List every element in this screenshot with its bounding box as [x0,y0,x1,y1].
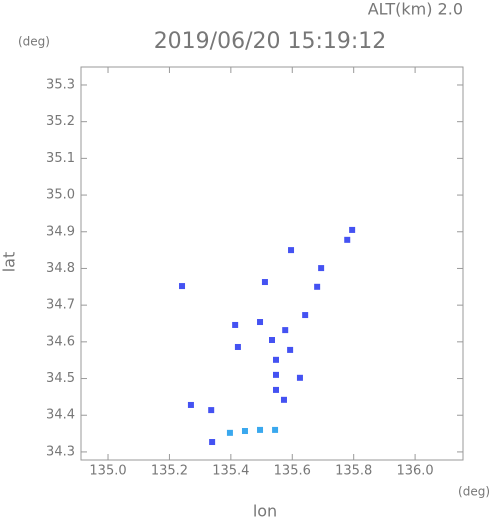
y-tick-label: 34.8 [46,261,75,276]
echo-point [272,356,279,363]
y-tick-label: 34.5 [46,371,75,386]
x-unit: (deg) [458,485,490,499]
echo-point [261,279,268,286]
echo-point [287,346,294,353]
echo-point [234,343,241,350]
y-tick-label: 35.3 [46,77,75,92]
echo-point [272,426,279,433]
echo-point [280,396,287,403]
echo-point [272,386,279,393]
y-unit: (deg) [18,35,50,49]
echo-point [288,247,295,254]
chart-title: 2019/06/20 15:19:12 [154,29,387,54]
echo-point [269,337,275,344]
y-tick-label: 34.7 [46,298,75,313]
echo-point [209,439,216,446]
y-tick-label: 35.1 [46,151,75,166]
echo-point [314,283,321,290]
plot-frame [80,66,464,461]
echo-point [232,321,239,328]
echo-point [257,426,264,433]
echo-point [241,428,248,435]
x-tick-label: 136.0 [396,464,433,479]
echo-point [226,429,233,436]
echo-point [187,401,194,408]
y-tick-label: 35.0 [46,188,75,203]
x-tick-label: 135.0 [89,464,126,479]
echo-point [282,327,289,334]
echo-point [179,283,186,290]
y-axis-label: lat [0,252,19,273]
echo-point [296,374,303,381]
echo-point [344,236,351,243]
y-tick-label: 34.9 [46,224,75,239]
echo-point [272,371,279,378]
y-tick-label: 34.4 [46,408,75,423]
altitude-label: ALT(km) 2.0 [368,0,463,19]
echo-point [318,265,325,272]
y-tick-label: 35.2 [46,114,75,129]
x-tick-label: 135.4 [212,464,249,479]
echo-point [257,319,264,326]
x-tick-label: 135.6 [274,464,311,479]
y-tick-label: 34.6 [46,334,75,349]
echo-point [208,407,215,414]
echo-point [302,312,309,319]
x-tick-label: 135.8 [335,464,372,479]
x-tick-label: 135.2 [151,464,188,479]
y-tick-label: 34.3 [46,444,75,459]
x-axis-label: lon [253,502,277,521]
echo-point [349,226,356,233]
